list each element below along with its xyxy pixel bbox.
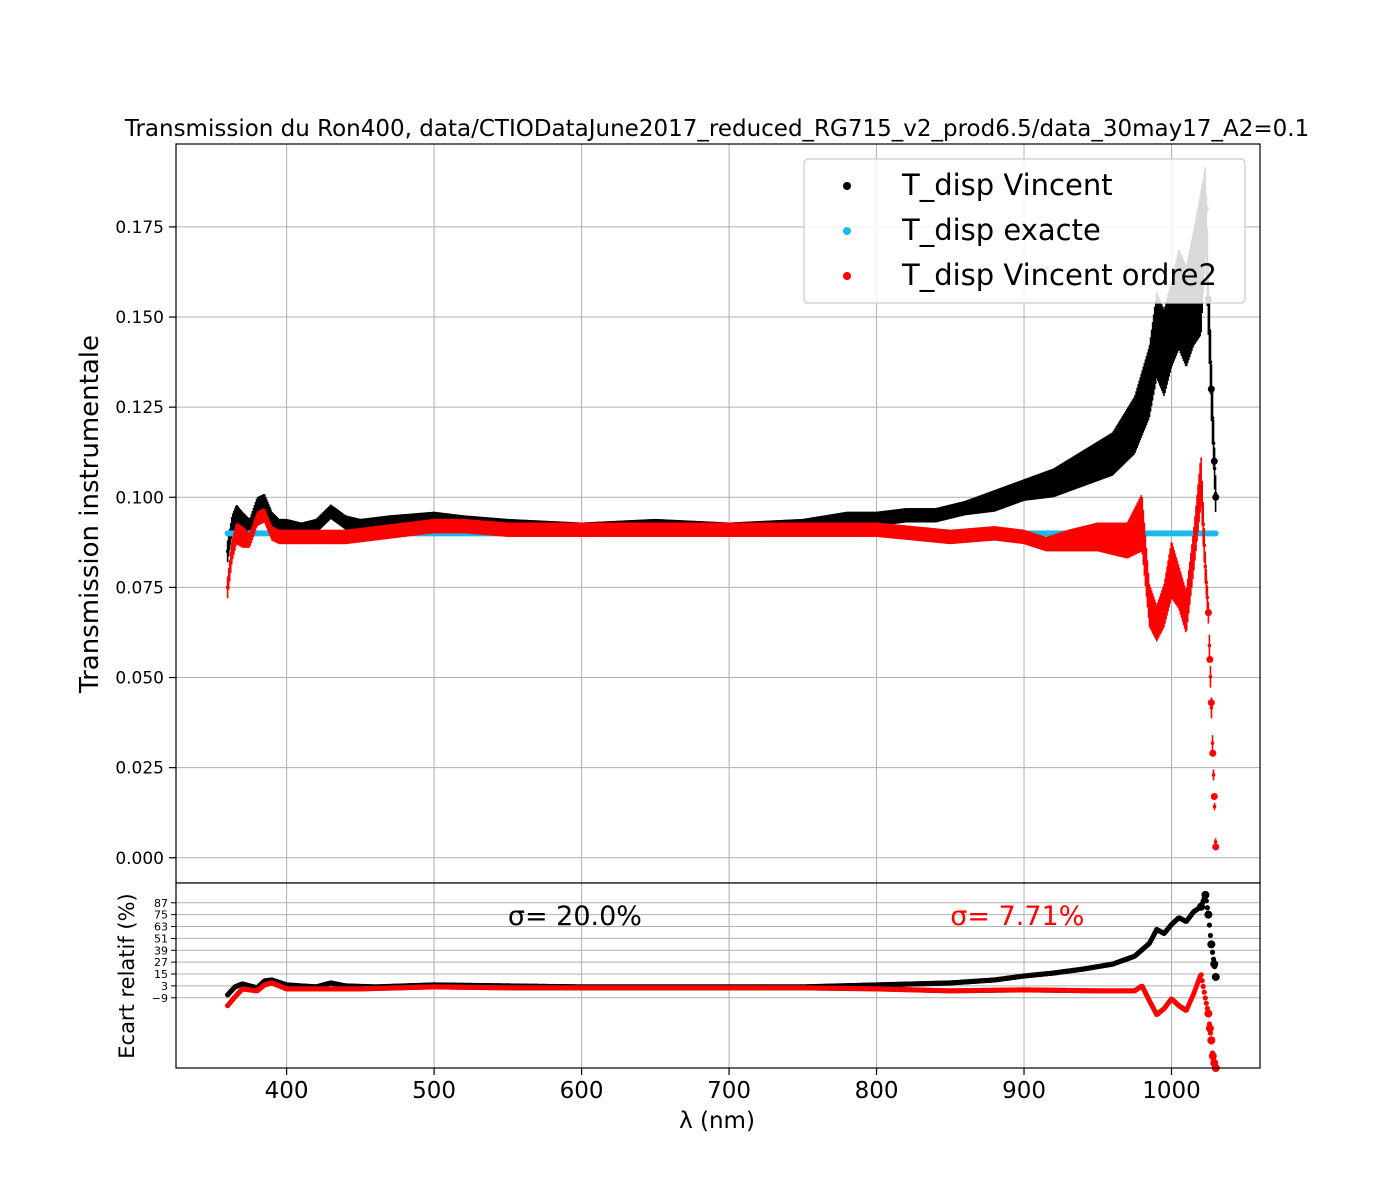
data-point [1212,530,1219,537]
legend-marker-t-disp-vincent [843,182,851,190]
bottom-plot-area [176,883,1260,1068]
data-point [1211,773,1216,777]
data-point [1204,580,1209,585]
data-point [1200,501,1204,506]
data-point [1208,675,1213,679]
legend: T_disp Vincent T_disp exacte T_disp Vinc… [803,158,1246,304]
data-point [1205,595,1210,600]
top-chart-title: Transmission du Ron400, data/CTIODataJun… [124,116,1309,142]
data-point [1203,564,1208,569]
top-series [224,166,1220,851]
data-point [1206,655,1214,663]
data-point [1207,699,1215,707]
legend-box [803,158,1246,304]
top-y-tick-label: 0.125 [115,398,164,418]
legend-marker-t-disp-vincent-ordre2 [843,272,851,280]
top-y-ticks: 0.000 0.025 0.050 0.075 0.100 0.125 0.150 0.175 [115,218,1173,890]
top-y-tick-label: 0.100 [115,488,164,508]
data-point [1212,493,1220,501]
top-y-tick-label: 0.175 [115,218,164,238]
legend-label-t-disp-exacte: T_disp exacte [901,213,1101,247]
data-point [1208,360,1213,364]
data-point [1212,804,1217,809]
data-point [1207,643,1212,648]
data-point [1210,457,1218,465]
transmission-panel: 0.000 0.025 0.050 0.075 0.100 0.125 0.150 0.175… [75,143,1261,890]
data-point [1210,792,1218,800]
bottom-series [225,890,1220,1072]
top-y-tick-label: 0.050 [115,669,164,689]
data-point [1202,543,1207,548]
data-point [1213,840,1218,844]
data-point [1210,741,1215,745]
data-point [1204,609,1212,617]
series-t-disp-vincent-ordre2 [225,457,1220,851]
top-y-tick-label: 0.025 [115,759,164,779]
top-y-tick-label: 0.150 [115,308,164,328]
data-point [1211,441,1216,446]
data-point [1201,522,1206,527]
legend-label-t-disp-vincent: T_disp Vincent [901,168,1113,202]
data-point [1210,416,1215,420]
top-y-tick-label: 0.075 [115,578,164,598]
data-point [1209,706,1214,710]
data-point [1207,385,1215,393]
legend-label-t-disp-vincent-ordre2: T_disp Vincent ordre2 [901,258,1217,292]
top-y-axis-label: Transmission instrumentale [75,335,105,694]
legend-marker-t-disp-exacte [843,227,851,235]
top-y-tick-label: 0.000 [115,849,164,869]
data-point [1212,843,1220,851]
bottom-grid [176,883,1260,1068]
data-point [1209,749,1217,757]
data-point [1212,466,1217,471]
